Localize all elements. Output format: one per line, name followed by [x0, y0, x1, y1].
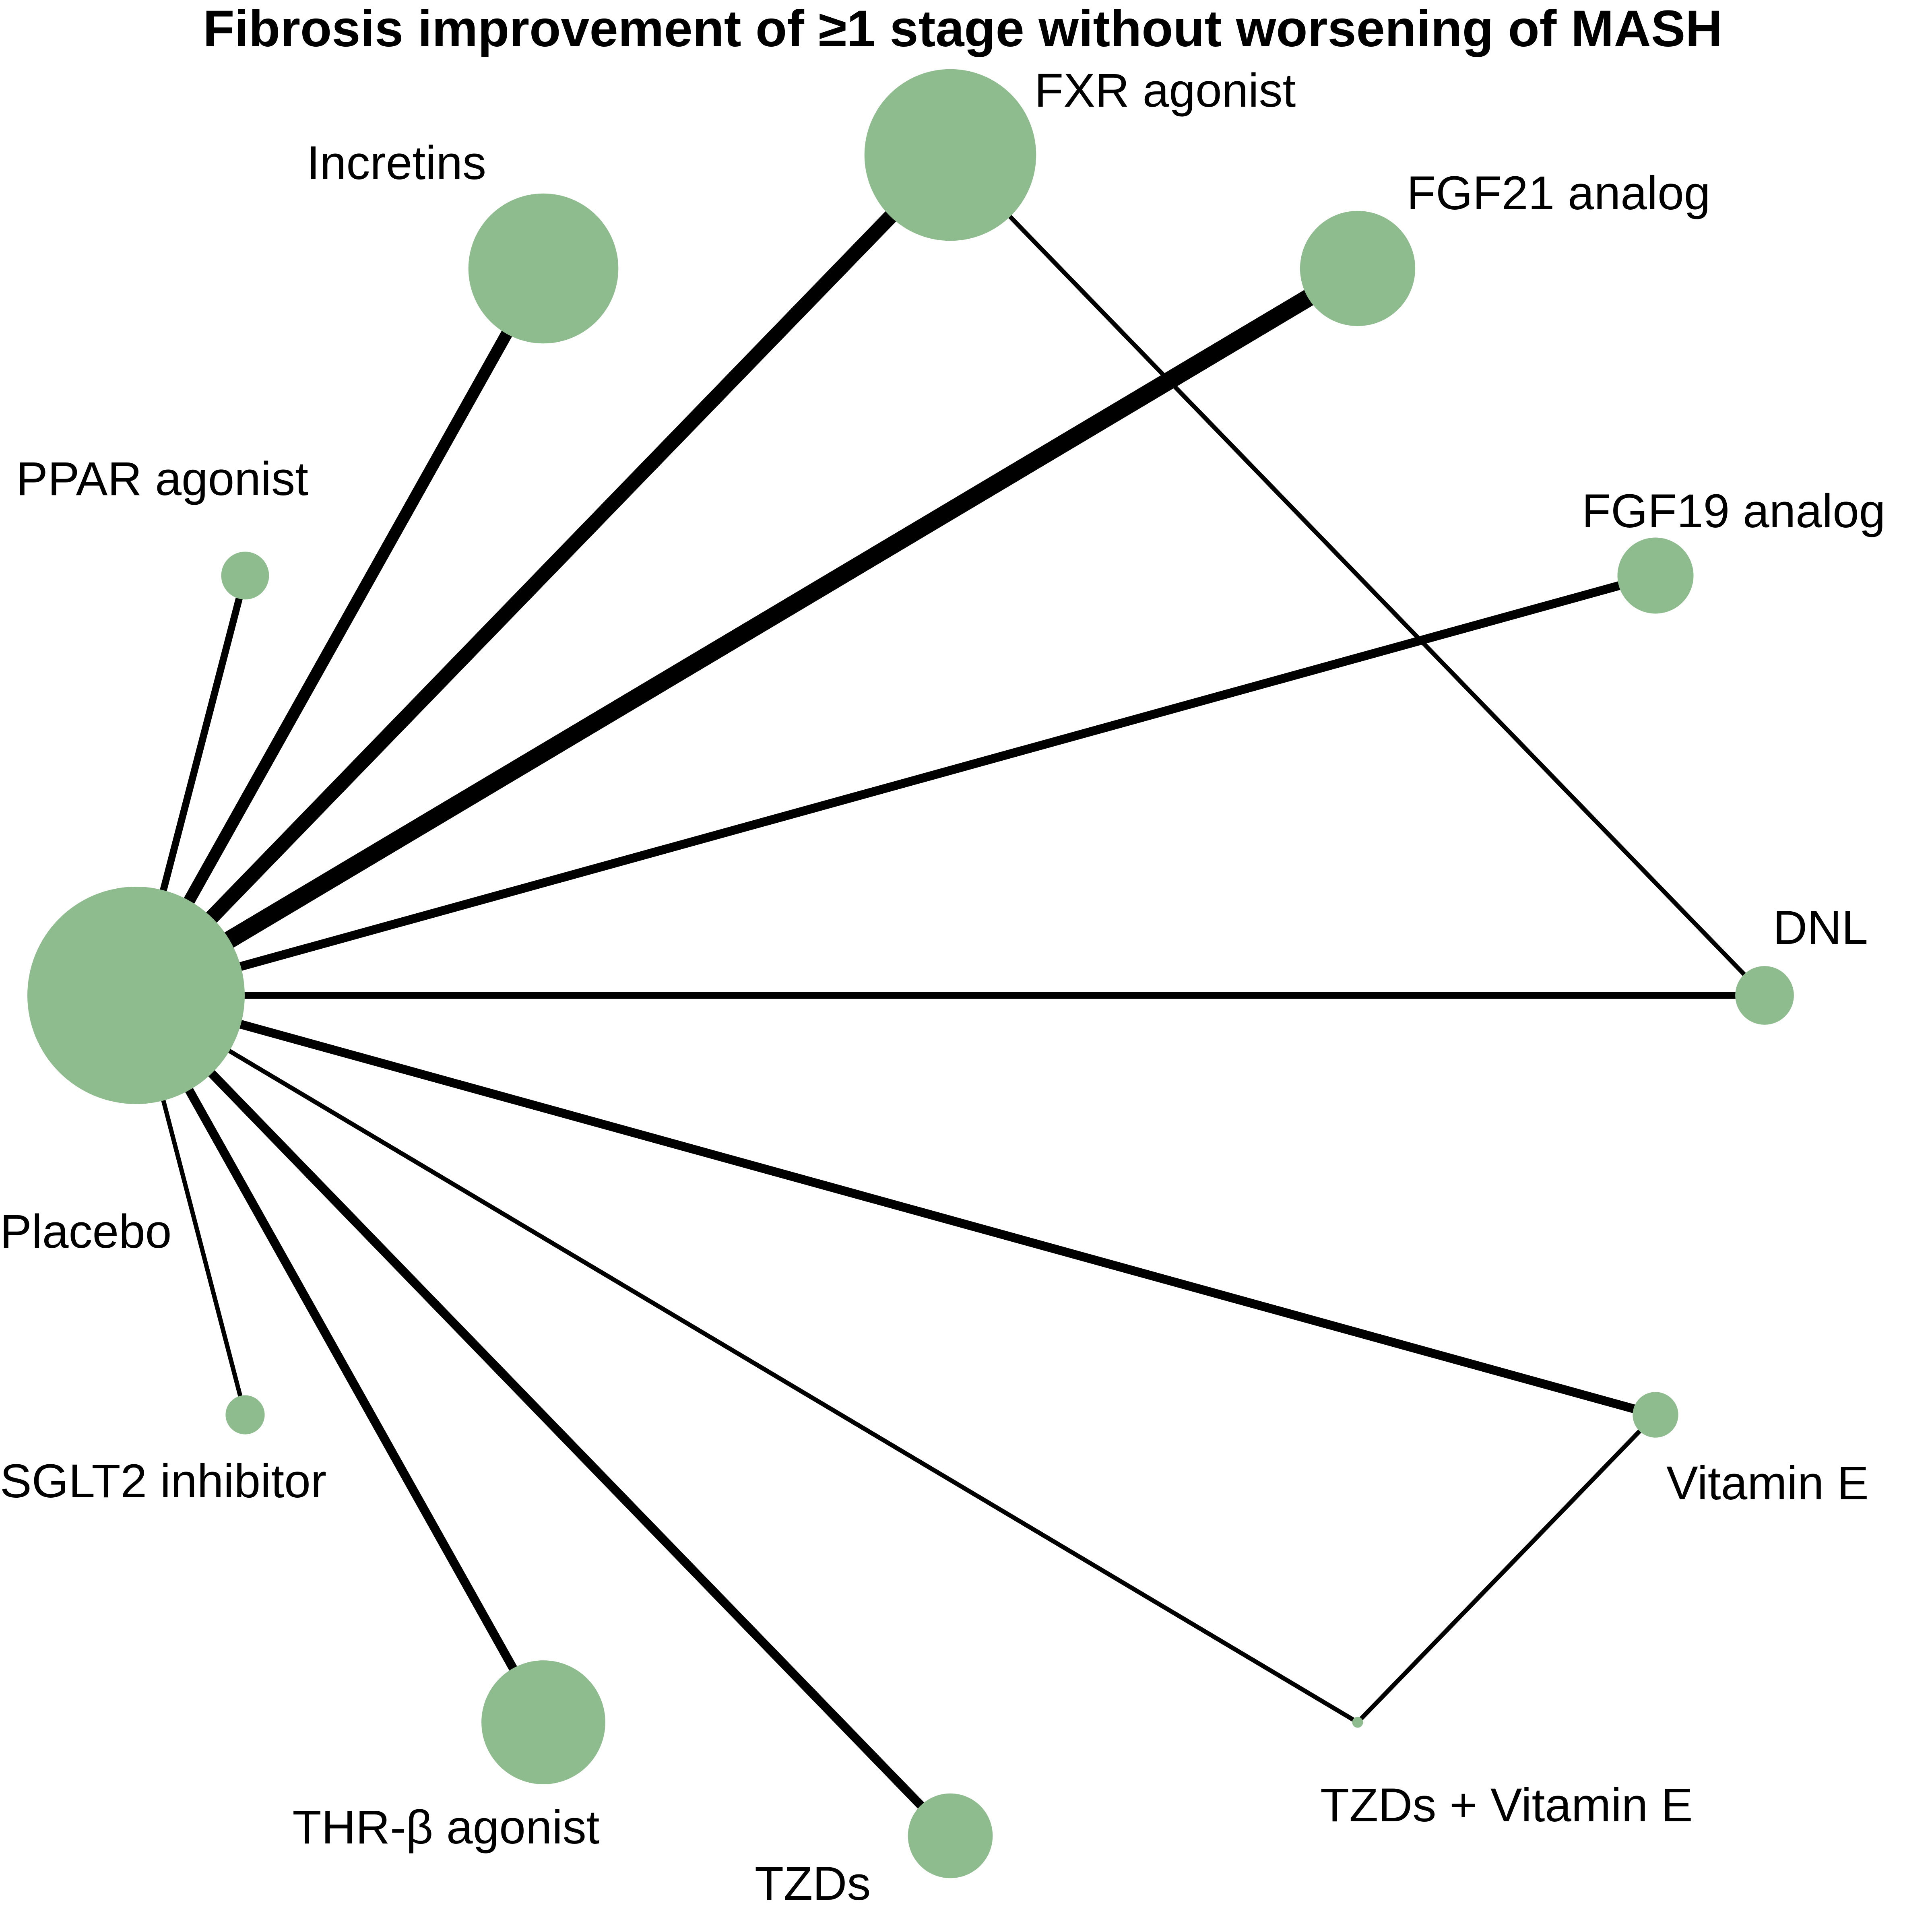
node-label-sglt2: SGLT2 inhibitor [0, 1455, 326, 1508]
node-label-thrb: THR-β agonist [293, 1801, 600, 1854]
edge-placebo-thrb [132, 993, 547, 1725]
edge-placebo-fgf19 [135, 571, 1657, 1000]
node-label-ppar: PPAR agonist [16, 452, 308, 506]
edge-placebo-vite [135, 991, 1657, 1419]
diagram-title: Fibrosis improvement of ≥1 stage without… [203, 0, 1722, 58]
node-label-tzds: TZDs [755, 1857, 871, 1910]
node-tzdvite [1352, 1717, 1363, 1728]
edges-layer [130, 150, 1766, 1839]
node-fgf21 [1300, 211, 1416, 326]
nodes-layer [27, 69, 1794, 1878]
node-ppar [221, 551, 269, 600]
edge-placebo-tzds [133, 992, 954, 1839]
node-fxr [864, 69, 1036, 241]
node-label-fxr: FXR agonist [1034, 64, 1296, 117]
node-placebo [27, 887, 245, 1104]
edge-placebo-incretins [131, 265, 549, 999]
node-sglt2 [225, 1395, 265, 1435]
node-dnl [1735, 966, 1794, 1025]
edge-fxr-dnl [949, 153, 1766, 997]
node-incretins [468, 193, 619, 344]
node-label-placebo: Placebo [0, 1205, 171, 1258]
node-label-fgf19: FGF19 analog [1582, 485, 1885, 538]
node-label-dnl: DNL [1773, 901, 1868, 954]
edge-placebo-fxr [130, 150, 956, 1001]
edge-placebo-tzdvite [135, 993, 1359, 1724]
node-tzds [908, 1793, 993, 1878]
node-label-fgf21: FGF21 analog [1407, 167, 1710, 220]
labels-layer: Placebo PPAR agonist Incretins FXR agonist F… [0, 64, 1885, 1910]
node-vite [1633, 1392, 1678, 1438]
node-label-incretins: Incretins [307, 136, 486, 190]
node-label-tzdvite: TZDs + Vitamin E [1320, 1779, 1693, 1832]
node-thrb [481, 1660, 605, 1784]
node-label-vite: Vitamin E [1666, 1457, 1869, 1510]
node-fgf19 [1617, 537, 1694, 614]
edge-vite-tzdvite [1356, 1413, 1657, 1724]
edge-placebo-fgf21 [131, 261, 1362, 1003]
